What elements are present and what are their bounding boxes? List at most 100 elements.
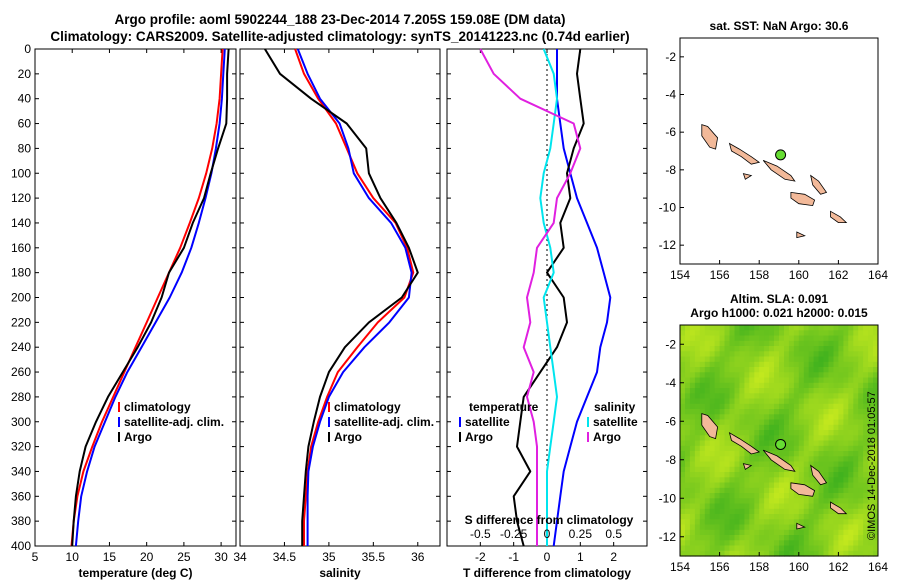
sla-cell: [793, 409, 800, 415]
sla-cell: [759, 372, 765, 379]
sla-cell: [699, 508, 706, 515]
sla-cell: [838, 456, 844, 463]
sla-cell: [759, 330, 765, 337]
sla-cell: [759, 482, 765, 489]
sla-cell: [704, 440, 711, 447]
sla-cell: [764, 540, 770, 547]
sla-cell: [784, 372, 790, 379]
sla-cell: [873, 325, 879, 331]
sla-cell: [704, 445, 711, 452]
sla-cell: [808, 388, 815, 394]
sla-cell: [749, 503, 755, 510]
sla-cell: [808, 540, 815, 547]
sla-cell: [823, 430, 829, 436]
sla-cell: [793, 519, 800, 526]
sla-cell: [749, 377, 755, 384]
sla-cell: [719, 529, 726, 536]
sla-cell: [833, 466, 839, 473]
sla-cell: [843, 466, 849, 473]
sla-cell: [774, 545, 780, 552]
sla-cell: [803, 414, 810, 421]
sla-cell: [704, 356, 711, 363]
sla-cell: [759, 540, 765, 547]
y-tick-label: 300: [11, 415, 31, 429]
sla-cell: [769, 508, 775, 515]
sla-cell: [694, 482, 701, 489]
sla-cell: [833, 514, 839, 520]
sla-cell: [848, 477, 854, 484]
sla-cell: [729, 524, 735, 531]
sla-cell: [803, 424, 810, 431]
sla-cell: [699, 398, 706, 405]
sla-cell: [734, 382, 740, 389]
sla-cell: [808, 409, 815, 415]
sla-cell: [719, 424, 726, 431]
sla-cell: [685, 540, 691, 547]
sla-cell: [838, 493, 844, 499]
sla-cell: [739, 398, 745, 405]
sla-cell: [808, 508, 815, 515]
sla-cell: [793, 493, 800, 499]
sla-cell: [744, 398, 750, 405]
sla-cell: [818, 519, 825, 526]
sla-cell: [680, 440, 686, 447]
sla-cell: [759, 524, 765, 531]
sla-cell: [788, 367, 795, 373]
sla-cell: [798, 508, 805, 515]
sla-cell: [828, 466, 834, 473]
sla-cell: [744, 550, 750, 557]
sla-cell: [739, 335, 745, 342]
sla-cell: [868, 440, 874, 447]
sla-cell: [788, 330, 795, 337]
sla-cell: [858, 529, 864, 536]
sla-cell: [813, 382, 820, 389]
sla-cell: [719, 361, 726, 368]
sla-cell: [833, 472, 839, 478]
sla-cell: [818, 419, 825, 426]
sla-cell: [754, 540, 760, 547]
sla-cell: [680, 477, 686, 484]
x-tick-label: 154: [670, 560, 690, 574]
x-tick-label: 160: [789, 560, 809, 574]
y-tick-label: -8: [665, 453, 676, 467]
sla-cell: [798, 440, 805, 447]
sla-cell: [813, 419, 820, 426]
sla-cell: [843, 367, 849, 373]
sla-cell: [734, 367, 740, 373]
sla-cell: [828, 356, 834, 363]
sla-cell: [685, 451, 691, 457]
sla-cell: [823, 461, 829, 468]
sla-cell: [779, 356, 785, 363]
sla-cell: [694, 335, 701, 342]
sla-cell: [873, 367, 879, 373]
sla-cell: [719, 372, 726, 379]
sla-cell: [813, 461, 820, 468]
sla-cell: [769, 477, 775, 484]
sla-cell: [873, 524, 879, 531]
sla-cell: [863, 335, 869, 342]
sla-cell: [858, 519, 864, 526]
sla-cell: [739, 451, 745, 457]
sla-cell: [749, 524, 755, 531]
sla-cell: [833, 435, 839, 442]
sla-cell: [788, 435, 795, 442]
sla-cell: [808, 456, 815, 463]
sla-cell: [734, 419, 740, 426]
sla-cell: [764, 367, 770, 373]
sla-cell: [714, 535, 721, 541]
sla-cell: [749, 346, 755, 352]
sla-cell: [873, 403, 879, 410]
sla-cell: [813, 440, 820, 447]
sla-cell: [734, 540, 740, 547]
sla-cell: [838, 550, 844, 557]
sla-cell: [729, 377, 735, 384]
sla-cell: [714, 435, 721, 442]
sla-cell: [813, 361, 820, 368]
sla-cell: [729, 451, 735, 457]
sla-cell: [680, 330, 686, 337]
sla-cell: [754, 409, 760, 415]
sla-cell: [774, 477, 780, 484]
sla-cell: [798, 372, 805, 379]
sla-cell: [734, 519, 740, 526]
sla-cell: [680, 445, 686, 452]
